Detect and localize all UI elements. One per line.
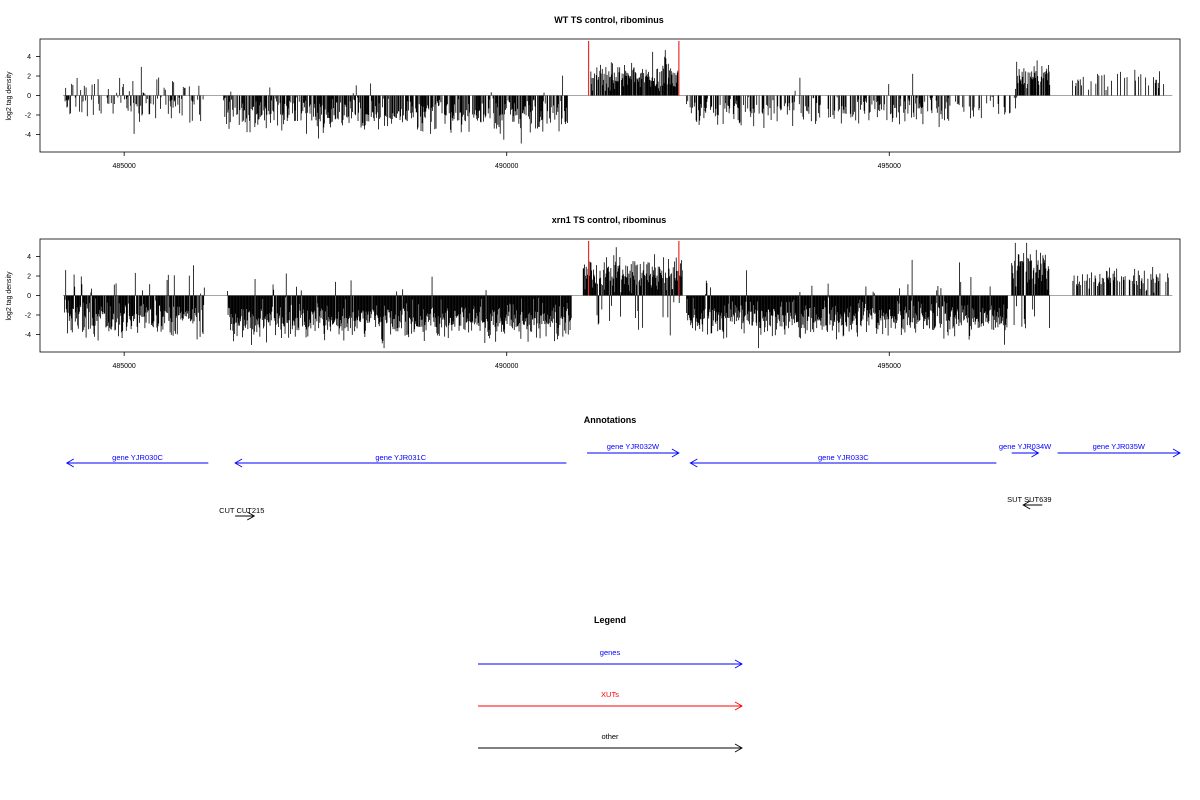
wt-xut-boundaries xyxy=(587,40,680,96)
legend-entry: XUTs xyxy=(478,690,743,711)
legend-title: Legend xyxy=(594,615,626,625)
annotation-label: gene YJR030C xyxy=(112,453,163,462)
annotation-arrowhead xyxy=(671,448,680,458)
annotation-arrowhead xyxy=(1022,500,1031,510)
wt-y-tick-label: 0 xyxy=(27,93,31,100)
wt-y-tick-label: 4 xyxy=(27,54,31,61)
wt-y-axis: -4 -2 0 2 4 xyxy=(25,54,40,139)
legend-entry-label: other xyxy=(601,732,619,741)
xrn1-y-tick-label: 2 xyxy=(27,274,31,281)
xrn1-tag-density-panel: xrn1 TS control, ribominus log2 tag dens… xyxy=(6,215,1181,370)
legend-entry-arrowhead xyxy=(734,743,743,753)
annotation-label: gene YJR034W xyxy=(999,442,1052,451)
wt-y-axis-label: log2 tag density xyxy=(6,71,13,121)
annotation-label: gene YJR032W xyxy=(607,442,660,451)
annotation-arrowhead xyxy=(1172,448,1181,458)
xrn1-panel-title: xrn1 TS control, ribominus xyxy=(552,215,667,225)
xrn1-y-axis: -4 -2 0 2 4 xyxy=(25,254,40,339)
wt-x-axis: 485000 490000 495000 xyxy=(112,152,901,170)
annotation-feature: gene YJR031C xyxy=(234,453,567,468)
xrn1-density-bars xyxy=(64,242,1169,349)
legend-entry-label: genes xyxy=(600,648,621,657)
annotation-features: gene YJR030C gene YJR031C gene YJR032W gene… xyxy=(65,442,1181,521)
xrn1-y-tick-label: -4 xyxy=(25,332,31,339)
annotations-track: Annotations gene YJR030C gene YJR031Cgene… xyxy=(65,415,1181,521)
xrn1-x-tick-label: 490000 xyxy=(495,363,518,370)
xrn1-y-axis-label: log2 tag density xyxy=(6,271,13,321)
annotation-feature: gene YJR035W xyxy=(1057,442,1181,458)
wt-x-tick-label: 485000 xyxy=(112,163,135,170)
annotation-feature: CUT CUT215 xyxy=(219,506,264,521)
annotation-label: gene YJR035W xyxy=(1093,442,1146,451)
annotation-arrowhead xyxy=(65,458,75,468)
xrn1-x-tick-label: 495000 xyxy=(878,363,901,370)
annotation-feature: gene YJR033C xyxy=(689,453,997,468)
xrn1-x-tick-label: 485000 xyxy=(112,363,135,370)
annotation-label: SUT SUT639 xyxy=(1007,495,1051,504)
annotation-label: CUT CUT215 xyxy=(219,506,264,515)
annotation-arrowhead xyxy=(247,511,256,521)
annotation-arrowhead xyxy=(689,458,698,468)
wt-x-tick-label: 495000 xyxy=(878,163,901,170)
wt-tag-density-panel: WT TS control, ribominus log2 tag densit… xyxy=(6,15,1181,170)
wt-y-tick-label: -4 xyxy=(25,132,31,139)
legend: Legend genes XUTs other xyxy=(478,615,743,753)
xrn1-y-tick-label: -2 xyxy=(25,312,31,319)
annotation-feature: gene YJR032W xyxy=(587,442,680,458)
xrn1-y-tick-label: 0 xyxy=(27,293,31,300)
xrn1-x-axis: 485000 490000 495000 xyxy=(112,352,901,370)
wt-y-tick-label: -2 xyxy=(25,112,31,119)
annotation-label: gene YJR033C xyxy=(818,453,869,462)
annotation-label: gene YJR031C xyxy=(375,453,426,462)
xrn1-xut-boundaries xyxy=(587,240,680,296)
wt-y-tick-label: 2 xyxy=(27,74,31,81)
xrn1-y-tick-label: 4 xyxy=(27,254,31,261)
legend-entries: genes XUTs other xyxy=(478,648,743,753)
annotation-feature: gene YJR034W xyxy=(999,442,1052,458)
legend-entry: other xyxy=(478,732,743,753)
annotation-feature: gene YJR030C xyxy=(65,453,209,468)
legend-entry-arrowhead xyxy=(734,659,743,669)
legend-entry: genes xyxy=(478,648,743,669)
legend-entry-arrowhead xyxy=(734,701,743,711)
wt-panel-title: WT TS control, ribominus xyxy=(554,15,664,25)
annotation-arrowhead xyxy=(234,458,243,468)
annotation-arrowhead xyxy=(1031,448,1040,458)
wt-density-bars xyxy=(64,50,1165,144)
wt-x-tick-label: 490000 xyxy=(495,163,518,170)
annotations-title: Annotations xyxy=(584,415,637,425)
legend-entry-label: XUTs xyxy=(601,690,619,699)
annotation-feature: SUT SUT639 xyxy=(1007,495,1052,510)
